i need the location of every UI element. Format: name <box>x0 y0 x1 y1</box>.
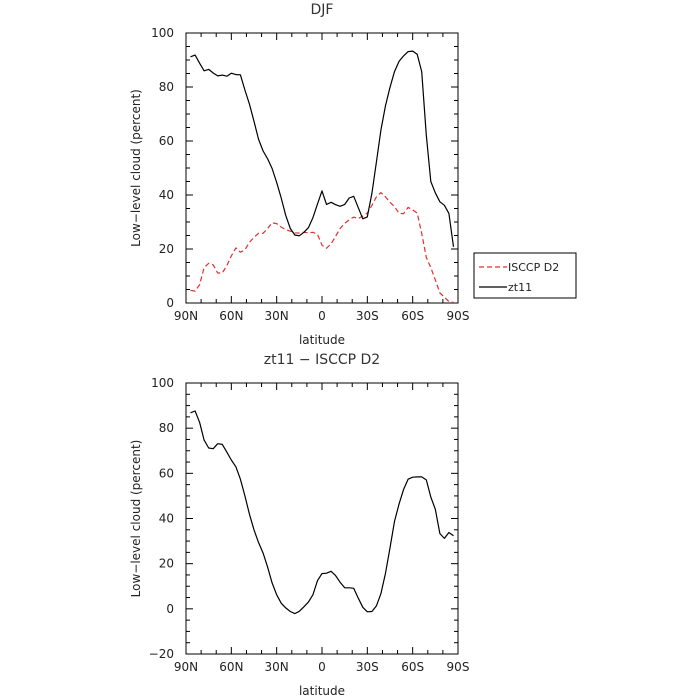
x-tick-label: 30S <box>356 309 379 323</box>
x-axis-label: latitude <box>299 684 345 698</box>
legend-label: ISCCP D2 <box>508 261 559 274</box>
chart-title: zt11 − ISCCP D2 <box>264 352 380 368</box>
x-axis-label: latitude <box>299 333 345 347</box>
y-tick-label: 0 <box>166 296 174 310</box>
x-tick-label: 90N <box>174 660 198 674</box>
y-tick-label: 20 <box>159 557 174 571</box>
y-tick-label: 100 <box>151 376 174 390</box>
y-tick-label: 100 <box>151 26 174 40</box>
legend-box <box>473 252 577 299</box>
x-tick-label: 0 <box>318 660 326 674</box>
series-line-difference <box>190 410 454 615</box>
y-tick-label: 40 <box>159 188 174 202</box>
x-tick-label: 90S <box>447 309 470 323</box>
x-tick-label: 90N <box>174 309 198 323</box>
panel-top: DJF 90N 60N 30N 0 30S 60S 90S 0 20 40 60 80 100 latitu… <box>129 2 469 347</box>
y-tick-label: 80 <box>159 80 174 94</box>
x-tick-label: 60S <box>401 660 424 674</box>
y-tick-label: −20 <box>149 647 174 661</box>
x-tick-label: 30N <box>265 309 289 323</box>
plot-frame <box>185 382 459 655</box>
x-tick-label: 0 <box>318 309 326 323</box>
x-tick-label: 60S <box>401 309 424 323</box>
x-tick-label: 60N <box>219 660 243 674</box>
x-tick-label: 30N <box>265 660 289 674</box>
x-tick-label: 60N <box>219 309 243 323</box>
y-axis-label: Low−level cloud (percent) <box>129 89 143 247</box>
chart-title: DJF <box>311 2 334 18</box>
legend-label: zt11 <box>508 281 532 294</box>
legend: ISCCP D2 zt11 <box>473 252 577 299</box>
y-tick-label: 60 <box>159 134 174 148</box>
plot-frame <box>185 32 459 304</box>
y-axis-label: Low−level cloud (percent) <box>129 440 143 598</box>
y-tick-label: 60 <box>159 466 174 480</box>
y-tick-label: 80 <box>159 421 174 435</box>
x-tick-label: 90S <box>447 660 470 674</box>
series-line-isccp-d2 <box>190 192 454 304</box>
series-line-zt11 <box>190 50 455 247</box>
y-tick-label: 40 <box>159 512 174 526</box>
y-tick-label: 0 <box>166 602 174 616</box>
x-tick-label: 30S <box>356 660 379 674</box>
y-tick-label: 20 <box>159 242 174 256</box>
panel-bottom: zt11 − ISCCP D2 90N 60N 30N 0 30S 60S 90S −20 0 20… <box>129 352 469 698</box>
